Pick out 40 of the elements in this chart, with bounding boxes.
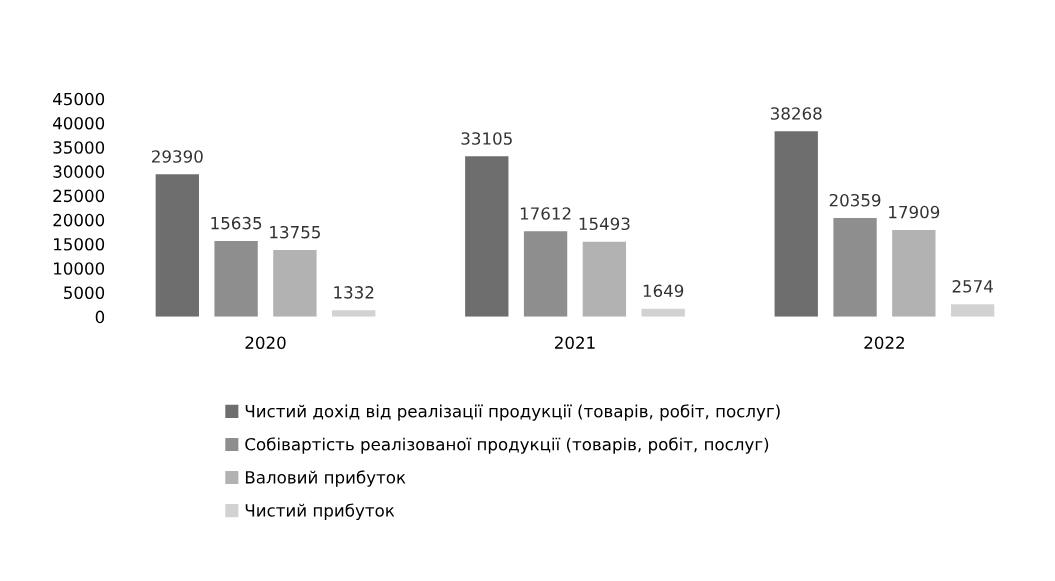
y-tick-label: 10000 <box>54 262 105 275</box>
bar <box>155 174 199 317</box>
data-label: 1332 <box>334 286 374 299</box>
y-tick-label: 40000 <box>53 116 105 130</box>
legend-label: Собівартість реалізованої продукції (товарів, робіт, послуг) <box>245 437 769 454</box>
y-tick-label: 5000 <box>64 286 105 300</box>
y-tick-label: 30000 <box>53 165 105 178</box>
y-tick-label: 45000 <box>53 92 105 106</box>
bar <box>892 229 936 317</box>
x-tick-label: 2020 <box>245 336 286 349</box>
bar <box>774 131 818 317</box>
bar <box>465 156 509 317</box>
x-tick-label: 2021 <box>554 336 595 349</box>
data-label: 2574 <box>952 280 993 293</box>
data-label: 29390 <box>152 150 203 163</box>
data-label: 1649 <box>643 284 684 298</box>
legend-label: Чистий прибуток <box>245 503 395 520</box>
data-label: 20359 <box>829 193 881 207</box>
data-label: 33105 <box>461 132 512 145</box>
bar <box>214 240 258 317</box>
bar <box>950 304 995 317</box>
bar <box>523 231 568 317</box>
legend-label: Валовий прибуток <box>245 470 406 487</box>
y-tick-label: 35000 <box>53 141 105 154</box>
y-tick-label: 15000 <box>54 237 105 251</box>
legend-label: Чистий дохід від реалізації продукції (товарів, робіт, послуг) <box>245 404 780 421</box>
data-label: 17909 <box>889 205 940 219</box>
x-tick-label: 2022 <box>864 336 904 349</box>
data-label: 15635 <box>211 216 262 230</box>
bar <box>332 310 376 317</box>
y-tick-label: 25000 <box>53 189 105 203</box>
data-label: 13755 <box>270 225 320 239</box>
data-label: 17612 <box>520 207 571 220</box>
y-tick-label: 20000 <box>53 213 105 227</box>
bar <box>833 218 877 317</box>
bar <box>273 250 317 317</box>
bar <box>582 241 627 317</box>
data-label: 38268 <box>771 107 822 120</box>
data-label: 15493 <box>579 217 630 231</box>
y-tick-label: 0 <box>95 310 105 324</box>
